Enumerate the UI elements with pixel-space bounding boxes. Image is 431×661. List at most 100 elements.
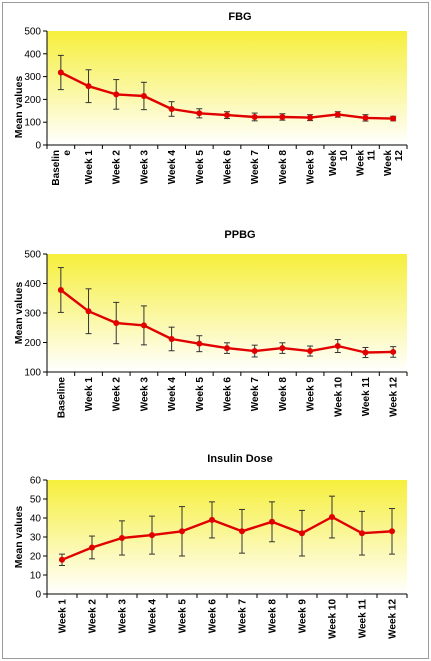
data-point (85, 308, 92, 315)
x-tick-label: Week 10 (333, 377, 344, 417)
x-tick-label: Week 12 (389, 377, 400, 417)
x-tick-label: Week 5 (195, 377, 206, 412)
data-point (279, 113, 286, 120)
data-point (59, 556, 65, 563)
x-tick-label: Week 6 (208, 599, 219, 634)
x-tick-label: Week 9 (298, 599, 309, 634)
data-point (251, 113, 258, 120)
data-point (299, 530, 305, 537)
data-point (239, 528, 245, 535)
x-tick-label: Week 4 (167, 150, 178, 185)
y-tick-label: 20 (30, 552, 42, 563)
x-tick-label: Week 8 (278, 150, 289, 185)
x-tick-label: Week 8 (268, 599, 279, 634)
data-point (89, 544, 95, 551)
data-point (149, 532, 155, 539)
data-point (224, 345, 230, 352)
data-point (390, 348, 397, 355)
x-tick-label: Week 5 (195, 150, 206, 185)
data-point (334, 343, 341, 350)
x-tick-label: Week 11 (358, 599, 369, 639)
x-tick-label: Week 11 (361, 377, 372, 417)
plot-area (47, 480, 407, 594)
y-tick-label: 100 (24, 118, 41, 129)
data-point (329, 514, 335, 521)
series-line (61, 515, 393, 561)
y-tick-label: 10 (30, 571, 42, 582)
data-point (196, 340, 203, 347)
data-point (390, 115, 397, 122)
x-tick-label: Week10 (328, 150, 350, 176)
y-tick-label: 100 (24, 368, 41, 379)
insulin-dose-chart: Insulin Dose Mean values 0 10 20 30 40 50 60 We… (13, 453, 408, 639)
x-tick-label: Week 7 (238, 599, 249, 634)
data-point (307, 348, 314, 355)
data-point (179, 528, 185, 535)
chart-title: FBG (228, 11, 251, 23)
x-tick-label: Week 4 (167, 377, 178, 412)
data-point (113, 320, 120, 327)
x-tick-label: Week 4 (148, 599, 159, 634)
x-tick-label: Week 3 (139, 377, 150, 412)
data-point (269, 518, 275, 525)
y-tick-label: 200 (24, 338, 41, 349)
y-tick-label: 400 (24, 279, 41, 290)
y-tick-label: 300 (24, 72, 41, 83)
x-tick-label: Week 10 (328, 599, 339, 639)
plot-area (47, 31, 407, 145)
data-point (389, 528, 395, 535)
x-tick-label: Week 12 (388, 599, 399, 639)
x-tick-label: Week 2 (112, 377, 123, 412)
data-point (119, 534, 125, 541)
x-tick-label: Baseline (56, 377, 67, 419)
data-point (307, 114, 314, 121)
chart-title: Insulin Dose (207, 453, 272, 465)
y-tick-label: 60 (30, 476, 42, 487)
x-tick-label: Week 5 (178, 599, 189, 634)
x-tick-label: Week 2 (88, 599, 99, 634)
y-tick-label: 40 (30, 514, 42, 525)
data-point (140, 92, 147, 99)
y-tick-label: 500 (24, 27, 41, 38)
data-point (57, 286, 64, 293)
x-tick-label: Week 3 (139, 150, 150, 185)
data-point (362, 114, 369, 121)
x-tick-label: Week 9 (306, 150, 317, 185)
y-tick-label: 30 (30, 533, 42, 544)
x-tick-label: Week 6 (223, 150, 234, 185)
y-axis-label: Mean values (13, 76, 25, 139)
data-point (168, 335, 175, 342)
data-point (113, 91, 120, 98)
y-tick-label: 0 (35, 590, 41, 601)
x-tick-label: Week 1 (84, 377, 95, 412)
x-tick-label: Week11 (355, 150, 377, 176)
y-tick-label: 500 (24, 250, 41, 261)
x-tick-label: Week12 (383, 150, 405, 176)
data-point (279, 345, 286, 352)
x-tick-label: Week 2 (112, 150, 123, 185)
data-point (57, 69, 64, 76)
data-point (362, 349, 369, 356)
x-tick-label: Week 3 (118, 599, 129, 634)
y-axis-label: Mean values (13, 282, 25, 345)
data-point (359, 530, 365, 537)
y-tick-label: 0 (35, 141, 41, 152)
data-point (251, 348, 258, 355)
x-tick-label: Week 9 (306, 377, 317, 412)
data-point (168, 105, 175, 112)
x-tick-label: Week 8 (278, 377, 289, 412)
x-tick-label: Week 1 (58, 599, 69, 634)
plot-area (47, 254, 407, 372)
data-point (224, 112, 230, 119)
data-point (85, 83, 92, 90)
x-tick-label: Week 7 (250, 150, 261, 185)
y-tick-label: 300 (24, 309, 41, 320)
y-axis-label: Mean values (13, 506, 25, 569)
y-tick-label: 50 (30, 495, 42, 506)
data-point (196, 110, 203, 117)
x-tick-label: Baseline (51, 150, 73, 186)
data-point (334, 111, 341, 118)
x-tick-label: Week 1 (84, 150, 95, 185)
chart-title: PPBG (224, 229, 255, 241)
